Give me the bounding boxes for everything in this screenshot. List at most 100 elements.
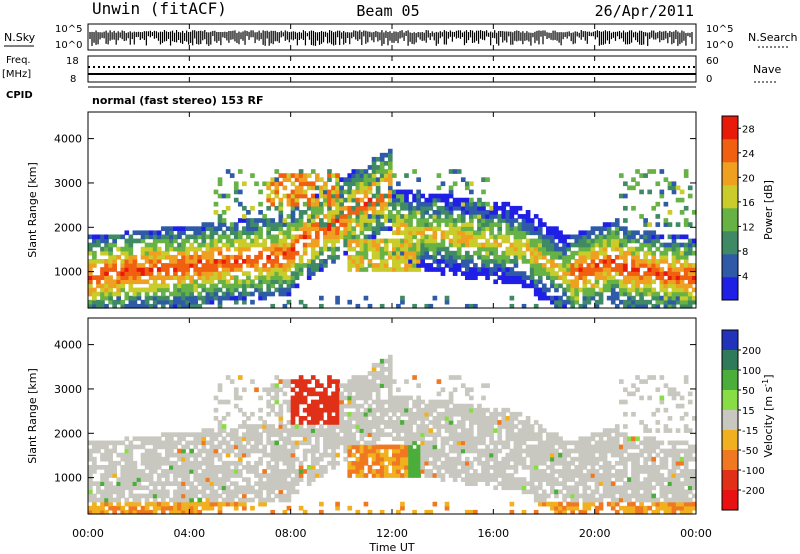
power-cell (420, 230, 426, 236)
power-cell (270, 201, 276, 207)
power-cell (136, 238, 142, 244)
velocity-cell (237, 497, 243, 503)
velocity-cell (436, 399, 442, 405)
power-cell (602, 238, 608, 244)
velocity-cell (100, 505, 105, 511)
velocity-cell (537, 444, 543, 450)
velocity-cell (582, 477, 588, 482)
power-cell (314, 193, 320, 199)
velocity-cell (481, 432, 486, 438)
power-cell (444, 222, 450, 227)
power-cell (286, 283, 292, 289)
power-cell (404, 250, 409, 256)
power-cell (420, 259, 426, 264)
power-cell (355, 254, 361, 260)
power-cell (331, 201, 336, 207)
velocity-cell (586, 440, 592, 446)
velocity-cell (282, 444, 288, 450)
power-cell (274, 193, 280, 199)
velocity-cell (205, 432, 211, 438)
power-cell (610, 242, 616, 248)
power-cell (481, 226, 486, 232)
power-cell (201, 222, 207, 227)
power-cell (537, 242, 543, 248)
velocity-cell (205, 448, 211, 454)
power-cell (278, 283, 284, 289)
velocity-cell (314, 399, 320, 405)
power-cell (618, 263, 624, 268)
velocity-cell (363, 387, 369, 393)
power-cell (663, 201, 669, 207)
power-cell (335, 185, 340, 191)
power-cell (501, 271, 507, 276)
power-cell (428, 267, 434, 272)
power-cell (294, 197, 300, 203)
velocity-cell (132, 497, 138, 503)
power-cell (189, 246, 194, 252)
velocity-cell (274, 448, 280, 454)
velocity-cell (554, 509, 559, 515)
power-cell (623, 205, 628, 211)
power-cell (469, 267, 474, 272)
power-cell (464, 254, 470, 260)
power-cell (165, 226, 170, 232)
velocity-cell (286, 448, 292, 454)
power-cell (562, 242, 567, 248)
velocity-cell (359, 473, 365, 478)
velocity-cell (363, 440, 369, 446)
power-cell (306, 267, 312, 272)
power-cell (371, 242, 377, 248)
power-cell (562, 267, 567, 272)
velocity-cell (233, 460, 239, 466)
power-cell (242, 218, 247, 223)
power-cell (533, 238, 539, 244)
power-cell (156, 238, 162, 244)
power-cell (250, 263, 255, 268)
velocity-cell (574, 469, 580, 474)
velocity-cell (408, 460, 413, 466)
velocity-cell (165, 477, 170, 482)
colorbar-tick-label: 28 (742, 124, 755, 135)
power-cell (310, 185, 316, 191)
power-cell (282, 291, 288, 297)
power-cell (331, 185, 336, 191)
velocity-cell (319, 407, 324, 413)
velocity-cell (229, 497, 235, 503)
velocity-cell (225, 489, 231, 495)
power-cell (177, 234, 182, 240)
power-cell (537, 287, 543, 293)
velocity-cell (432, 399, 438, 405)
power-cell (347, 189, 353, 195)
velocity-cell (278, 428, 284, 433)
power-cell (335, 299, 340, 305)
power-cell (614, 230, 620, 236)
power-cell (185, 303, 190, 309)
power-cell (319, 263, 324, 268)
power-cell (371, 165, 377, 170)
velocity-cell (436, 465, 442, 470)
power-cell (582, 303, 588, 309)
power-cell (651, 205, 657, 211)
velocity-cell (351, 395, 357, 401)
velocity-cell (250, 505, 255, 511)
power-cell (456, 230, 462, 236)
power-cell (541, 246, 547, 252)
power-cell (537, 254, 543, 260)
power-cell (404, 197, 409, 203)
power-cell (683, 234, 689, 240)
power-cell (229, 242, 235, 248)
power-cell (408, 218, 413, 223)
power-cell (144, 254, 150, 260)
power-cell (631, 250, 636, 256)
power-cell (148, 267, 154, 272)
colorbar-swatch (722, 277, 738, 301)
power-cell (258, 226, 263, 232)
power-cell (432, 201, 438, 207)
power-cell (529, 242, 535, 248)
velocity-cell (404, 428, 409, 433)
velocity-cell (400, 399, 405, 405)
velocity-cell (282, 493, 288, 499)
power-cell (92, 250, 97, 256)
power-cell (282, 254, 288, 260)
power-cell (209, 279, 215, 285)
